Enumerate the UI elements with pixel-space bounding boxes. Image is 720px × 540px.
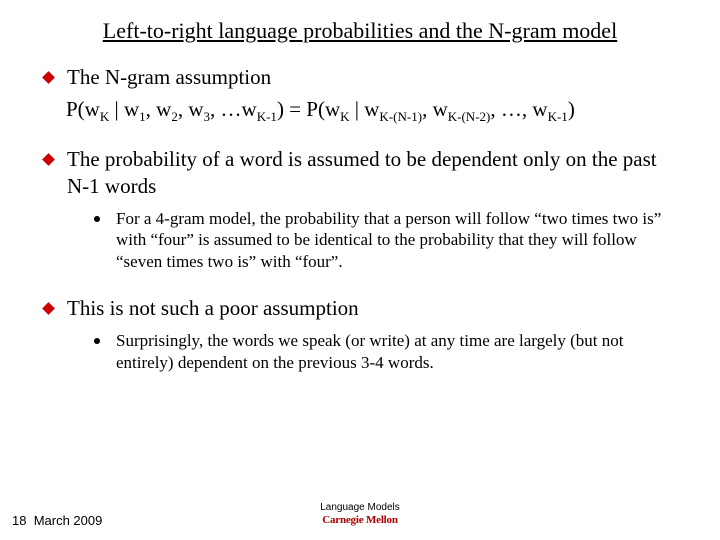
bullet-point-3: This is not such a poor assumption [42,295,678,322]
point-1-text: The N-gram assumption [67,64,678,91]
diamond-bullet-icon [42,153,55,166]
point-2-text: The probability of a word is assumed to … [67,146,678,200]
diamond-bullet-icon [42,71,55,84]
sub-bullet-2: Surprisingly, the words we speak (or wri… [94,330,678,374]
diamond-bullet-icon [42,302,55,315]
carnegie-mellon-logo: Carnegie Mellon [0,514,720,526]
sub-1-text: For a 4-gram model, the probability that… [116,208,678,273]
sub-2-text: Surprisingly, the words we speak (or wri… [116,330,678,374]
dot-bullet-icon [94,338,100,344]
footer-caption: Language Models Carnegie Mellon [0,502,720,526]
dot-bullet-icon [94,216,100,222]
point-3-text: This is not such a poor assumption [67,295,678,322]
sub-bullet-1: For a 4-gram model, the probability that… [94,208,678,273]
slide-title: Left-to-right language probabilities and… [42,18,678,44]
ngram-formula: P(wK | w1, w2, w3, …wK-1) = P(wK | wK-(N… [66,97,678,122]
bullet-point-1: The N-gram assumption [42,64,678,91]
bullet-point-2: The probability of a word is assumed to … [42,146,678,200]
